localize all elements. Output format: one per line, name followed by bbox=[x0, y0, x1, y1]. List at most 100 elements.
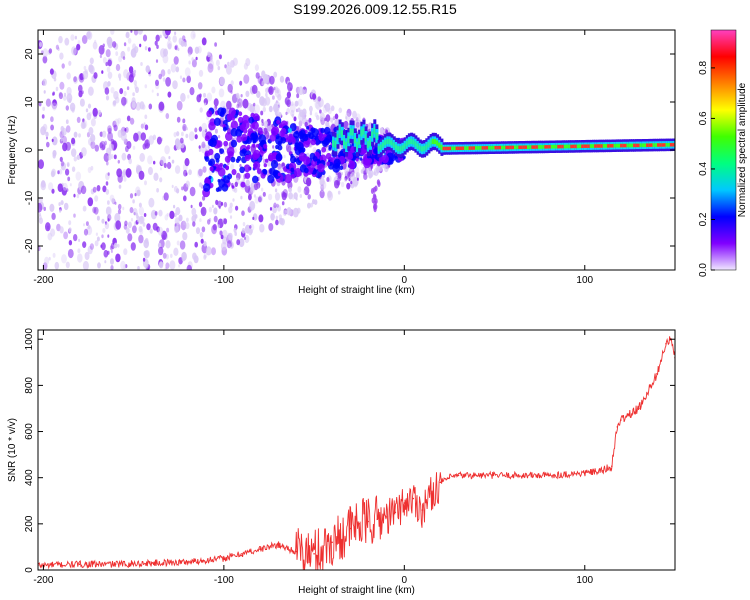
noise-blob bbox=[297, 98, 303, 107]
band-core bbox=[340, 130, 344, 138]
noise-blob bbox=[102, 43, 106, 48]
noise-blob bbox=[77, 40, 81, 45]
noise-blob bbox=[58, 202, 61, 207]
noise-blob bbox=[230, 163, 235, 170]
cluster-blob bbox=[241, 133, 248, 142]
noise-blob bbox=[73, 76, 78, 84]
cluster-blob bbox=[252, 134, 259, 142]
noise-blob bbox=[165, 240, 171, 249]
noise-blob bbox=[319, 189, 325, 199]
noise-blob bbox=[101, 242, 106, 251]
noise-blob bbox=[84, 251, 90, 261]
noise-blob bbox=[194, 214, 198, 219]
cluster-blob bbox=[381, 154, 389, 164]
noise-blob bbox=[192, 221, 196, 227]
x-tick-label: -100 bbox=[214, 575, 234, 586]
noise-blob bbox=[252, 216, 255, 220]
noise-blob bbox=[125, 227, 130, 234]
cluster-blob bbox=[256, 168, 262, 175]
noise-blob bbox=[238, 102, 241, 107]
noise-blob bbox=[307, 202, 311, 209]
noise-blob bbox=[158, 73, 162, 80]
x-axis-label: Height of straight line (km) bbox=[298, 585, 415, 596]
noise-blob bbox=[217, 66, 221, 71]
band-core bbox=[641, 143, 645, 148]
noise-blob bbox=[155, 34, 160, 42]
cluster-blob bbox=[263, 163, 267, 168]
noise-blob bbox=[90, 134, 96, 143]
noise-blob bbox=[182, 123, 187, 132]
snr-point bbox=[457, 474, 460, 477]
noise-blob bbox=[159, 167, 162, 171]
noise-blob bbox=[332, 116, 336, 121]
band-peak bbox=[559, 144, 563, 149]
noise-blob bbox=[115, 63, 121, 72]
noise-blob bbox=[303, 186, 310, 196]
noise-blob bbox=[115, 253, 121, 263]
cluster-blob bbox=[230, 139, 238, 148]
snr-point bbox=[430, 493, 433, 495]
cluster-blob bbox=[287, 135, 294, 143]
cluster-blob bbox=[275, 153, 283, 162]
band-core bbox=[602, 144, 606, 148]
noise-blob bbox=[107, 153, 112, 161]
noise-blob bbox=[320, 184, 325, 191]
noise-blob bbox=[188, 131, 195, 142]
band-peak bbox=[620, 143, 624, 148]
noise-blob bbox=[174, 31, 177, 36]
snr-point bbox=[547, 474, 550, 477]
noise-blob bbox=[116, 168, 123, 178]
noise-blob bbox=[66, 72, 71, 80]
noise-blob bbox=[162, 77, 166, 82]
noise-blob bbox=[194, 241, 198, 248]
cluster-blob bbox=[230, 156, 236, 163]
noise-blob bbox=[272, 145, 275, 149]
noise-blob bbox=[189, 87, 195, 96]
noise-blob bbox=[42, 262, 48, 270]
noise-blob bbox=[110, 242, 115, 250]
noise-blob bbox=[60, 160, 65, 167]
noise-blob bbox=[303, 190, 306, 194]
noise-blob bbox=[218, 205, 221, 210]
signal-band bbox=[332, 119, 675, 158]
noise-blob bbox=[234, 231, 237, 236]
chart-title: S199.2026.009.12.55.R15 bbox=[293, 1, 457, 17]
cluster-blob bbox=[273, 170, 281, 179]
band-core bbox=[488, 145, 492, 150]
noise-blob bbox=[296, 93, 300, 99]
noise-blob bbox=[52, 99, 57, 107]
noise-blob bbox=[145, 65, 151, 73]
noise-blob bbox=[132, 43, 137, 50]
cluster-blob bbox=[277, 172, 281, 177]
noise-blob bbox=[301, 89, 305, 95]
noise-blob bbox=[261, 97, 267, 107]
noise-blob bbox=[307, 194, 311, 200]
x-tick-label: -200 bbox=[33, 275, 53, 286]
noise-blob bbox=[175, 207, 181, 216]
cluster-blob bbox=[350, 147, 355, 153]
band-core bbox=[631, 143, 634, 148]
cluster-blob bbox=[204, 150, 210, 158]
band-peak bbox=[520, 145, 524, 149]
cluster-blob bbox=[253, 149, 261, 159]
noise-blob bbox=[205, 246, 212, 256]
noise-blob bbox=[269, 207, 273, 211]
noise-blob bbox=[88, 86, 94, 96]
band-peak bbox=[518, 145, 522, 149]
noise-blob bbox=[77, 253, 83, 263]
band-peak bbox=[459, 146, 463, 150]
noise-blob bbox=[85, 221, 89, 227]
noise-blob bbox=[40, 181, 47, 191]
noise-blob bbox=[67, 248, 74, 259]
noise-blob bbox=[165, 253, 169, 260]
band-core bbox=[343, 138, 346, 146]
noise-blob bbox=[320, 180, 327, 190]
noise-blob bbox=[290, 109, 295, 117]
noise-blob bbox=[308, 117, 312, 123]
noise-blob bbox=[65, 105, 70, 111]
cluster-blob bbox=[348, 160, 356, 170]
noise-blob bbox=[112, 100, 117, 106]
band-core bbox=[364, 134, 368, 142]
noise-blob bbox=[174, 225, 179, 234]
